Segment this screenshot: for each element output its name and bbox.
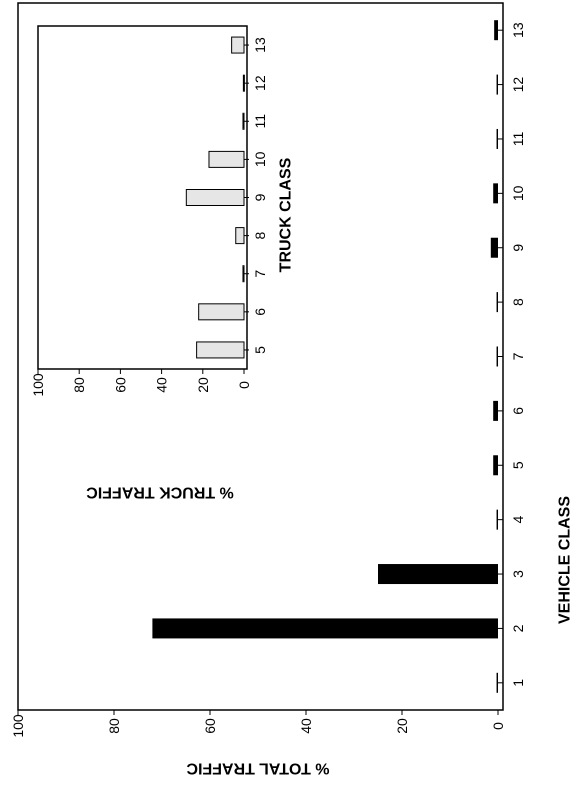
value-tick-label: 60 xyxy=(112,377,128,393)
category-tick-label: 7 xyxy=(510,352,526,360)
bar xyxy=(199,304,244,320)
value-axis-title: % TRUCK TRAFFIC xyxy=(86,484,234,501)
bar xyxy=(186,190,244,206)
bar xyxy=(494,20,498,40)
bar xyxy=(236,228,244,244)
bar xyxy=(378,564,498,584)
category-axis-title: VEHICLE CLASS xyxy=(557,496,573,624)
category-tick-label: 7 xyxy=(252,270,268,278)
value-tick-label: 40 xyxy=(154,377,170,393)
value-axis-title: % TOTAL TRAFFIC xyxy=(186,760,330,777)
value-tick-label: 100 xyxy=(10,714,26,738)
bar xyxy=(497,129,498,149)
category-tick-label: 12 xyxy=(510,77,526,93)
category-tick-label: 13 xyxy=(510,22,526,38)
category-tick-label: 10 xyxy=(252,151,268,167)
category-tick-label: 1 xyxy=(510,679,526,687)
value-tick-label: 40 xyxy=(298,718,314,734)
category-axis-title: TRUCK CLASS xyxy=(278,157,295,272)
value-tick-label: 20 xyxy=(394,718,410,734)
category-tick-label: 9 xyxy=(510,244,526,252)
bar xyxy=(497,510,498,530)
category-tick-label: 4 xyxy=(510,516,526,524)
value-tick-label: 100 xyxy=(30,373,46,397)
category-tick-label: 3 xyxy=(510,570,526,578)
category-tick-label: 10 xyxy=(510,185,526,201)
category-tick-label: 6 xyxy=(510,407,526,415)
value-tick-label: 80 xyxy=(106,718,122,734)
bar xyxy=(497,673,498,693)
bar xyxy=(152,618,498,638)
value-tick-label: 60 xyxy=(202,718,218,734)
bar xyxy=(493,401,498,421)
category-tick-label: 5 xyxy=(510,461,526,469)
category-tick-label: 8 xyxy=(252,232,268,240)
category-tick-label: 2 xyxy=(510,624,526,632)
category-tick-label: 5 xyxy=(252,346,268,354)
bar xyxy=(232,37,244,53)
bar xyxy=(497,347,498,367)
category-tick-label: 9 xyxy=(252,193,268,201)
value-tick-label: 80 xyxy=(71,377,87,393)
bar xyxy=(497,75,498,95)
category-tick-label: 12 xyxy=(252,75,268,91)
bar xyxy=(491,238,498,258)
category-tick-label: 13 xyxy=(252,37,268,53)
bar xyxy=(197,342,244,358)
value-tick-label: 0 xyxy=(236,381,252,389)
bar xyxy=(243,113,244,129)
category-tick-label: 6 xyxy=(252,308,268,316)
bar xyxy=(493,183,498,203)
value-tick-label: 20 xyxy=(195,377,211,393)
category-tick-label: 11 xyxy=(510,131,526,146)
bar xyxy=(243,266,244,282)
category-tick-label: 8 xyxy=(510,298,526,306)
bar xyxy=(493,455,498,475)
bar xyxy=(209,151,244,167)
value-tick-label: 0 xyxy=(490,722,506,730)
category-tick-label: 11 xyxy=(252,114,268,129)
bar xyxy=(243,75,244,91)
bar xyxy=(497,292,498,312)
